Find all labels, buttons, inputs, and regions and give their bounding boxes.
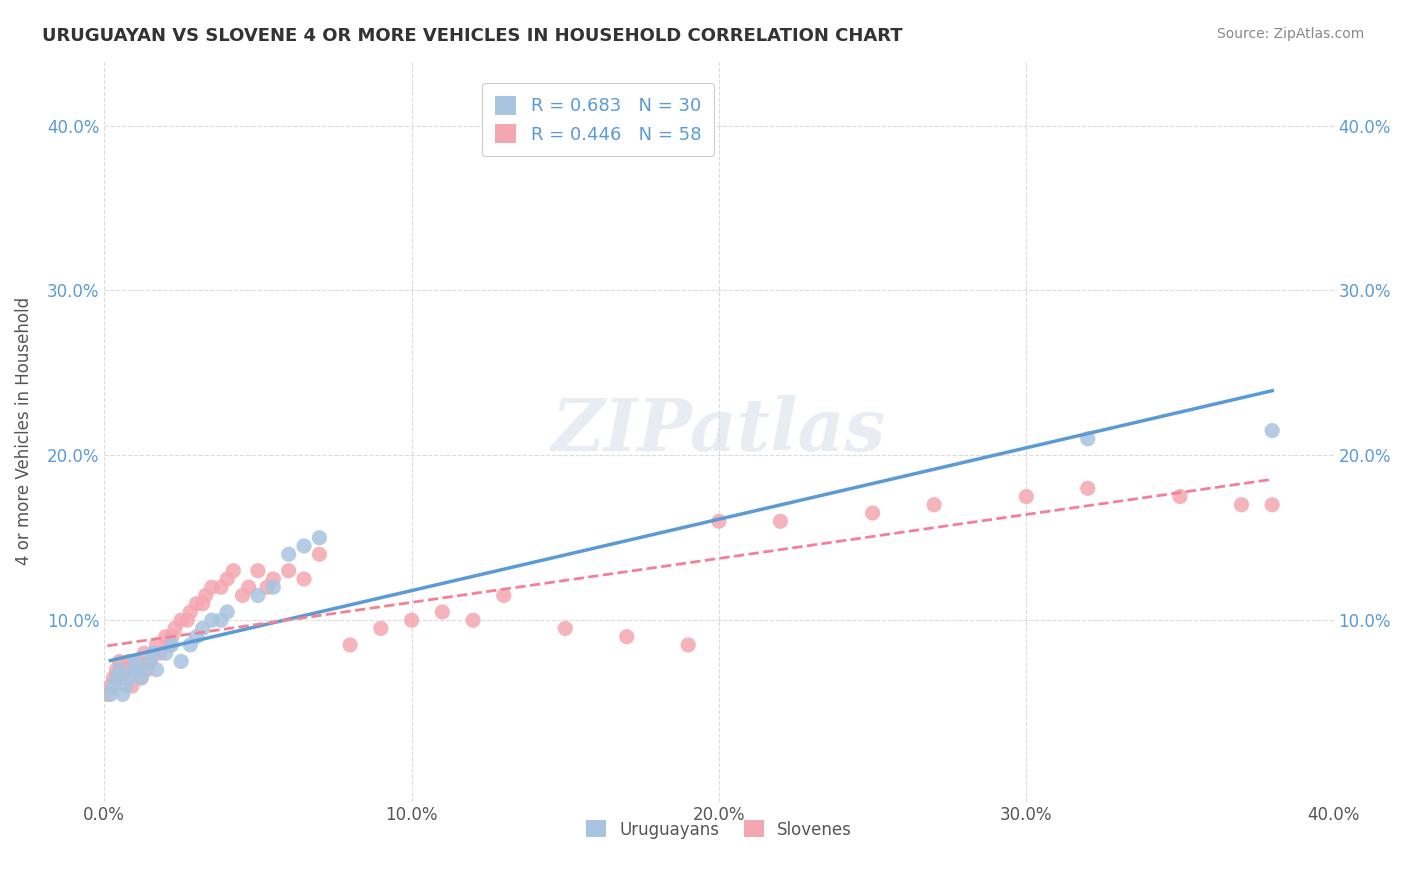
Point — [1077, 432, 1099, 446]
Point — [339, 638, 361, 652]
Point — [201, 580, 224, 594]
Point — [554, 622, 576, 636]
Point — [142, 646, 165, 660]
Point — [134, 663, 156, 677]
Point — [142, 646, 165, 660]
Point — [139, 655, 162, 669]
Point — [129, 671, 152, 685]
Point — [179, 605, 201, 619]
Point — [262, 580, 284, 594]
Point — [217, 572, 239, 586]
Point — [246, 564, 269, 578]
Point — [160, 630, 183, 644]
Point — [292, 539, 315, 553]
Point — [105, 663, 128, 677]
Point — [170, 613, 193, 627]
Point — [160, 638, 183, 652]
Point — [157, 638, 180, 652]
Point — [186, 630, 208, 644]
Point — [136, 663, 159, 677]
Point — [209, 613, 232, 627]
Point — [222, 564, 245, 578]
Point — [124, 663, 146, 677]
Point — [201, 613, 224, 627]
Point — [100, 687, 122, 701]
Point — [262, 572, 284, 586]
Point — [121, 679, 143, 693]
Point — [209, 580, 232, 594]
Point — [179, 638, 201, 652]
Text: Source: ZipAtlas.com: Source: ZipAtlas.com — [1216, 27, 1364, 41]
Y-axis label: 4 or more Vehicles in Household: 4 or more Vehicles in Household — [15, 296, 32, 565]
Point — [769, 514, 792, 528]
Point — [176, 613, 198, 627]
Point — [105, 671, 128, 685]
Point — [461, 613, 484, 627]
Point — [155, 646, 177, 660]
Point — [1261, 498, 1284, 512]
Point — [492, 589, 515, 603]
Text: ZIPatlas: ZIPatlas — [553, 395, 886, 467]
Point — [145, 638, 167, 652]
Point — [108, 655, 131, 669]
Point — [238, 580, 260, 594]
Point — [134, 646, 156, 660]
Point — [108, 663, 131, 677]
Point — [308, 531, 330, 545]
Point — [163, 622, 186, 636]
Point — [217, 605, 239, 619]
Point — [96, 687, 118, 701]
Point — [127, 655, 149, 669]
Legend: Uruguayans, Slovenes: Uruguayans, Slovenes — [579, 814, 859, 846]
Point — [308, 547, 330, 561]
Point — [432, 605, 454, 619]
Point — [118, 655, 141, 669]
Point — [277, 547, 299, 561]
Point — [292, 572, 315, 586]
Point — [232, 589, 254, 603]
Point — [111, 687, 134, 701]
Point — [401, 613, 423, 627]
Point — [118, 671, 141, 685]
Point — [1230, 498, 1253, 512]
Point — [155, 630, 177, 644]
Point — [186, 597, 208, 611]
Point — [124, 655, 146, 669]
Point — [148, 646, 170, 660]
Point — [103, 671, 125, 685]
Point — [676, 638, 699, 652]
Point — [114, 663, 136, 677]
Point — [191, 597, 214, 611]
Point — [194, 589, 217, 603]
Point — [1015, 490, 1038, 504]
Point — [277, 564, 299, 578]
Point — [1168, 490, 1191, 504]
Point — [170, 655, 193, 669]
Point — [103, 679, 125, 693]
Point — [256, 580, 278, 594]
Point — [114, 679, 136, 693]
Point — [191, 622, 214, 636]
Text: URUGUAYAN VS SLOVENE 4 OR MORE VEHICLES IN HOUSEHOLD CORRELATION CHART: URUGUAYAN VS SLOVENE 4 OR MORE VEHICLES … — [42, 27, 903, 45]
Point — [1261, 424, 1284, 438]
Point — [145, 663, 167, 677]
Point — [862, 506, 884, 520]
Point — [1077, 481, 1099, 495]
Point — [124, 663, 146, 677]
Point — [129, 671, 152, 685]
Point — [370, 622, 392, 636]
Point — [100, 679, 122, 693]
Point — [707, 514, 730, 528]
Point — [139, 655, 162, 669]
Point — [246, 589, 269, 603]
Point — [922, 498, 945, 512]
Point — [111, 671, 134, 685]
Point — [616, 630, 638, 644]
